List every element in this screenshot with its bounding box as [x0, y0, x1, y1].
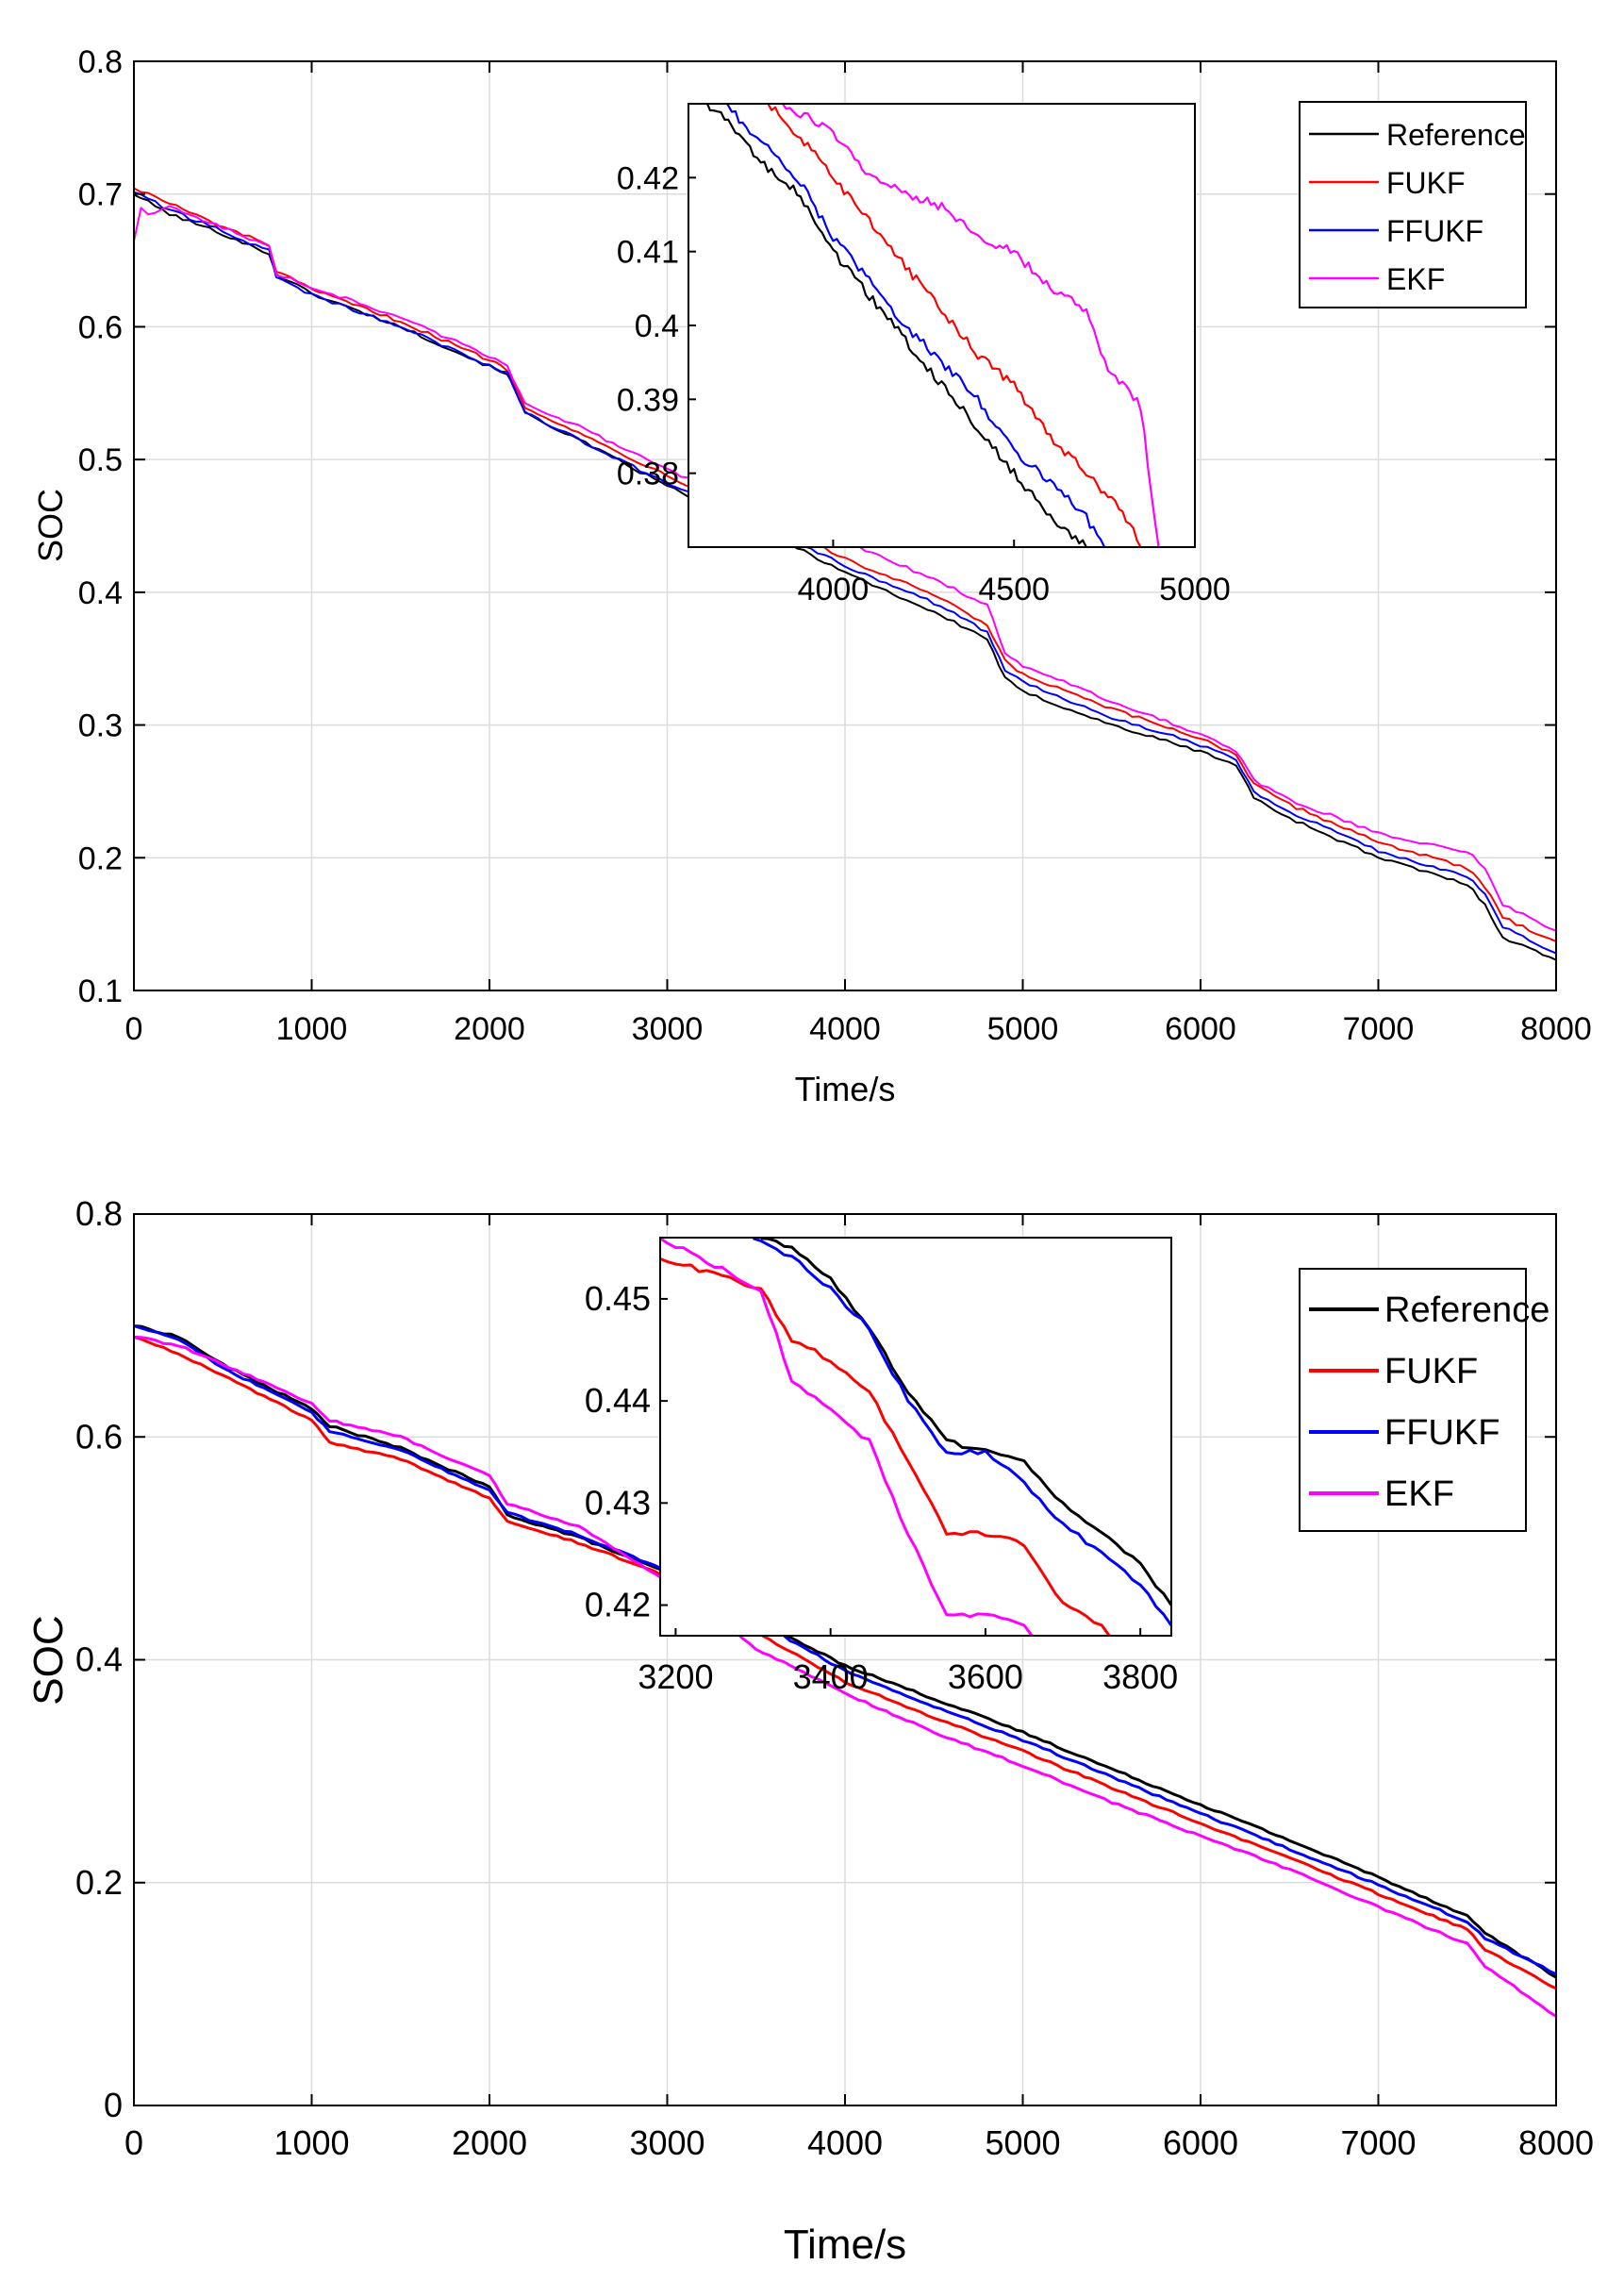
bottom-series-group [133, 1324, 1557, 2018]
inset-series-line-ffukf [753, 1238, 1171, 1627]
inset-series-line-ekf [781, 104, 1160, 547]
top-inset-background [688, 104, 1195, 547]
ytick-label-0.2: 0.2 [75, 1863, 123, 1902]
bottom-legend-label-fukf: FUKF [1384, 1352, 1478, 1391]
inset-ytick-label-0.4: 0.4 [635, 308, 679, 344]
bottom-inset-ticks: 3200 3400 3600 3800 0.42 0.43 0.44 0.45 [585, 1279, 1178, 1696]
top-legend-label-ekf: EKF [1386, 262, 1445, 296]
xtick-label-1000: 1000 [276, 1011, 348, 1047]
inset-series-line-ekf [660, 1238, 1034, 1636]
xtick-label-6000: 6000 [1163, 2123, 1238, 2162]
bottom-inset-background [660, 1238, 1171, 1636]
ytick-label-0.5: 0.5 [78, 442, 123, 478]
inset-ytick-label-0.42: 0.42 [617, 160, 679, 196]
xtick-label-4000: 4000 [809, 1011, 881, 1047]
inset-xtick-label-4000: 4000 [798, 572, 870, 607]
ytick-label-0.8: 0.8 [78, 44, 123, 80]
xtick-label-5000: 5000 [987, 1011, 1059, 1047]
bottom-legend-label-reference: Reference [1384, 1290, 1549, 1330]
series-line-ffukf [133, 1324, 1557, 1975]
xtick-label-2000: 2000 [454, 1011, 525, 1047]
xtick-label-8000: 8000 [1518, 2123, 1594, 2162]
inset-series-line-fukf [767, 104, 1142, 547]
bottom-legend-label-ekf: EKF [1384, 1474, 1454, 1514]
ytick-label-0.1: 0.1 [78, 974, 123, 1009]
inset-ytick-label-0.44: 0.44 [585, 1381, 651, 1420]
xtick-label-4000: 4000 [807, 2123, 883, 2162]
ytick-label-0.8: 0.8 [75, 1194, 123, 1233]
bottom-inset-frame [659, 1237, 1172, 1637]
ytick-label-0.3: 0.3 [78, 708, 123, 744]
inset-ytick-label-0.42: 0.42 [585, 1586, 651, 1624]
bottom-inset: 3200 3400 3600 3800 0.42 0.43 0.44 0.45 [585, 1237, 1178, 1696]
bottom-inset-series-group [660, 1238, 1171, 1636]
inset-ytick-label-0.43: 0.43 [585, 1483, 651, 1522]
inset-xtick-label-3800: 3800 [1102, 1657, 1178, 1696]
inset-series-line-reference [760, 1238, 1171, 1606]
inset-ytick-label-0.38: 0.38 [617, 457, 679, 492]
xtick-label-0: 0 [125, 1011, 143, 1047]
top-legend-label-ffukf: FFUKF [1386, 214, 1483, 248]
ytick-label-0.4: 0.4 [75, 1640, 123, 1679]
ytick-label-0.4: 0.4 [78, 575, 123, 611]
xtick-label-3000: 3000 [632, 1011, 704, 1047]
xtick-label-3000: 3000 [629, 2123, 704, 2162]
ytick-label-0.6: 0.6 [75, 1417, 123, 1456]
series-line-fukf [133, 1335, 1557, 1990]
bottom-ylabel: SOC [25, 1615, 72, 1705]
inset-series-line-fukf [660, 1257, 1111, 1636]
inset-ytick-label-0.41: 0.41 [617, 235, 679, 271]
inset-xtick-label-3400: 3400 [793, 1657, 869, 1696]
bottom-legend-label-ffukf: FFUKF [1384, 1413, 1500, 1453]
top-legend: Reference FUKF FFUKF EKF [1299, 101, 1527, 308]
series-line-ekf [133, 1335, 1557, 2018]
top-xlabel: Time/s [795, 1070, 896, 1108]
inset-series-line-reference [705, 104, 1087, 547]
bottom-xlabel: Time/s [784, 2222, 906, 2268]
top-ticks: 0 1000 2000 3000 4000 5000 6000 7000 8000 0.1 0.2 0… [78, 44, 1592, 1047]
xtick-label-0: 0 [124, 2123, 143, 2162]
xtick-label-2000: 2000 [452, 2123, 527, 2162]
xtick-label-7000: 7000 [1340, 2123, 1416, 2162]
xtick-label-1000: 1000 [273, 2123, 349, 2162]
series-line-fukf [133, 187, 1557, 942]
inset-xtick-label-4500: 4500 [978, 572, 1050, 607]
inset-xtick-label-3200: 3200 [638, 1657, 713, 1696]
top-inset-series-group [705, 104, 1160, 547]
series-line-ffukf [133, 191, 1557, 955]
top-inset-ticks: 4000 4500 5000 0.38 0.39 0.4 0.41 0.42 [617, 160, 1231, 607]
bottom-legend: Reference FUKF FFUKF EKF [1299, 1268, 1549, 1532]
top-chart: 0 1000 2000 3000 4000 5000 6000 7000 8000 0.1 0.2 0… [31, 44, 1592, 1108]
top-legend-label-reference: Reference [1386, 118, 1526, 152]
top-legend-label-fukf: FUKF [1386, 166, 1466, 200]
top-inset: 4000 4500 5000 0.38 0.39 0.4 0.41 0.42 [617, 103, 1231, 607]
ytick-label-0: 0 [104, 2086, 123, 2124]
xtick-label-8000: 8000 [1520, 1011, 1592, 1047]
ytick-label-0.6: 0.6 [78, 309, 123, 345]
inset-xtick-label-3600: 3600 [948, 1657, 1023, 1696]
bottom-chart: 0 1000 2000 3000 4000 5000 6000 7000 8000 0 0.2 0.4… [25, 1194, 1594, 2268]
bottom-legend-box [1299, 1268, 1527, 1532]
inset-ytick-label-0.39: 0.39 [617, 382, 679, 418]
xtick-label-7000: 7000 [1343, 1011, 1415, 1047]
series-line-reference [133, 1324, 1557, 1979]
xtick-label-6000: 6000 [1165, 1011, 1236, 1047]
ytick-label-0.2: 0.2 [78, 840, 123, 876]
top-ylabel: SOC [31, 489, 70, 562]
top-legend-box [1299, 101, 1527, 308]
inset-ytick-label-0.45: 0.45 [585, 1279, 651, 1318]
ytick-label-0.7: 0.7 [78, 177, 123, 213]
inset-series-line-ffukf [725, 104, 1106, 547]
xtick-label-5000: 5000 [985, 2123, 1060, 2162]
inset-xtick-label-5000: 5000 [1159, 572, 1231, 607]
bottom-ticks: 0 1000 2000 3000 4000 5000 6000 7000 8000 0 0.2 0.4… [75, 1194, 1594, 2162]
